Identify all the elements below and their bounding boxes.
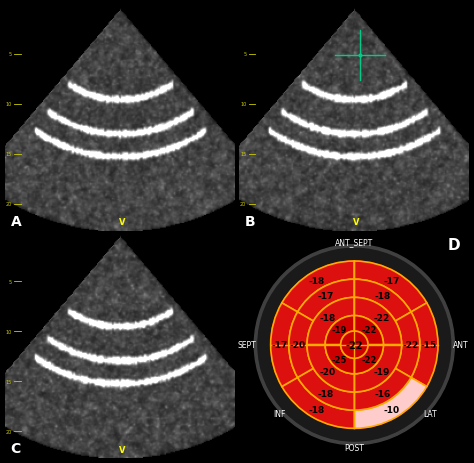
Wedge shape xyxy=(289,312,313,378)
Text: INF: INF xyxy=(273,409,285,419)
Wedge shape xyxy=(395,312,420,378)
Wedge shape xyxy=(354,345,401,392)
Text: 15: 15 xyxy=(5,379,12,384)
Text: 5: 5 xyxy=(243,52,246,57)
Wedge shape xyxy=(271,303,298,387)
Text: 20: 20 xyxy=(240,202,246,207)
Text: -15: -15 xyxy=(421,340,437,350)
Text: 15: 15 xyxy=(240,152,246,157)
Text: SEPT: SEPT xyxy=(237,340,256,350)
Text: -17: -17 xyxy=(318,292,334,300)
Text: 20: 20 xyxy=(5,429,12,434)
Text: 15: 15 xyxy=(5,152,12,157)
Text: -22: -22 xyxy=(362,356,377,364)
Text: -22: -22 xyxy=(373,313,390,322)
Text: ANT_SEPT: ANT_SEPT xyxy=(335,238,374,247)
Text: -18: -18 xyxy=(374,292,391,300)
Text: -22: -22 xyxy=(362,325,377,334)
Text: -10: -10 xyxy=(383,405,400,414)
Wedge shape xyxy=(354,316,383,345)
Text: 5: 5 xyxy=(9,279,12,284)
Text: A: A xyxy=(10,214,21,228)
Text: 10: 10 xyxy=(5,329,12,334)
Text: -16: -16 xyxy=(374,389,391,398)
Text: -22: -22 xyxy=(346,340,363,350)
Wedge shape xyxy=(354,280,411,321)
Text: -17: -17 xyxy=(272,340,288,350)
Circle shape xyxy=(258,249,451,441)
Wedge shape xyxy=(307,345,354,392)
Text: -18: -18 xyxy=(318,389,334,398)
Wedge shape xyxy=(282,262,354,312)
Circle shape xyxy=(341,332,368,358)
Text: -25: -25 xyxy=(331,356,347,364)
Wedge shape xyxy=(298,280,354,321)
Text: B: B xyxy=(245,214,256,228)
Text: -20: -20 xyxy=(319,368,336,376)
Wedge shape xyxy=(354,378,427,428)
Text: V: V xyxy=(118,218,125,227)
Wedge shape xyxy=(354,298,401,345)
Text: -17: -17 xyxy=(383,276,400,285)
Text: V: V xyxy=(353,218,360,227)
Text: C: C xyxy=(10,441,21,455)
Text: D: D xyxy=(448,238,461,253)
Text: -18: -18 xyxy=(309,276,325,285)
Wedge shape xyxy=(325,345,354,374)
Wedge shape xyxy=(411,303,438,387)
Text: -22: -22 xyxy=(402,340,419,350)
Text: POST: POST xyxy=(345,443,364,452)
Text: 5: 5 xyxy=(9,52,12,57)
Text: 10: 10 xyxy=(5,102,12,107)
Wedge shape xyxy=(354,345,383,374)
Text: ANT: ANT xyxy=(453,340,468,350)
Text: LAT: LAT xyxy=(423,409,437,419)
Text: -19: -19 xyxy=(332,325,347,334)
Text: 10: 10 xyxy=(240,102,246,107)
Wedge shape xyxy=(307,298,354,345)
Wedge shape xyxy=(354,369,411,410)
Text: -18: -18 xyxy=(319,313,336,322)
Text: -20: -20 xyxy=(290,340,306,350)
Wedge shape xyxy=(282,378,354,428)
Wedge shape xyxy=(325,316,354,345)
Wedge shape xyxy=(354,262,427,312)
Wedge shape xyxy=(298,369,354,410)
Circle shape xyxy=(254,245,455,445)
Text: 20: 20 xyxy=(5,202,12,207)
Text: -19: -19 xyxy=(373,368,390,376)
Text: -18: -18 xyxy=(309,405,325,414)
Circle shape xyxy=(271,262,438,428)
Text: V: V xyxy=(118,445,125,454)
